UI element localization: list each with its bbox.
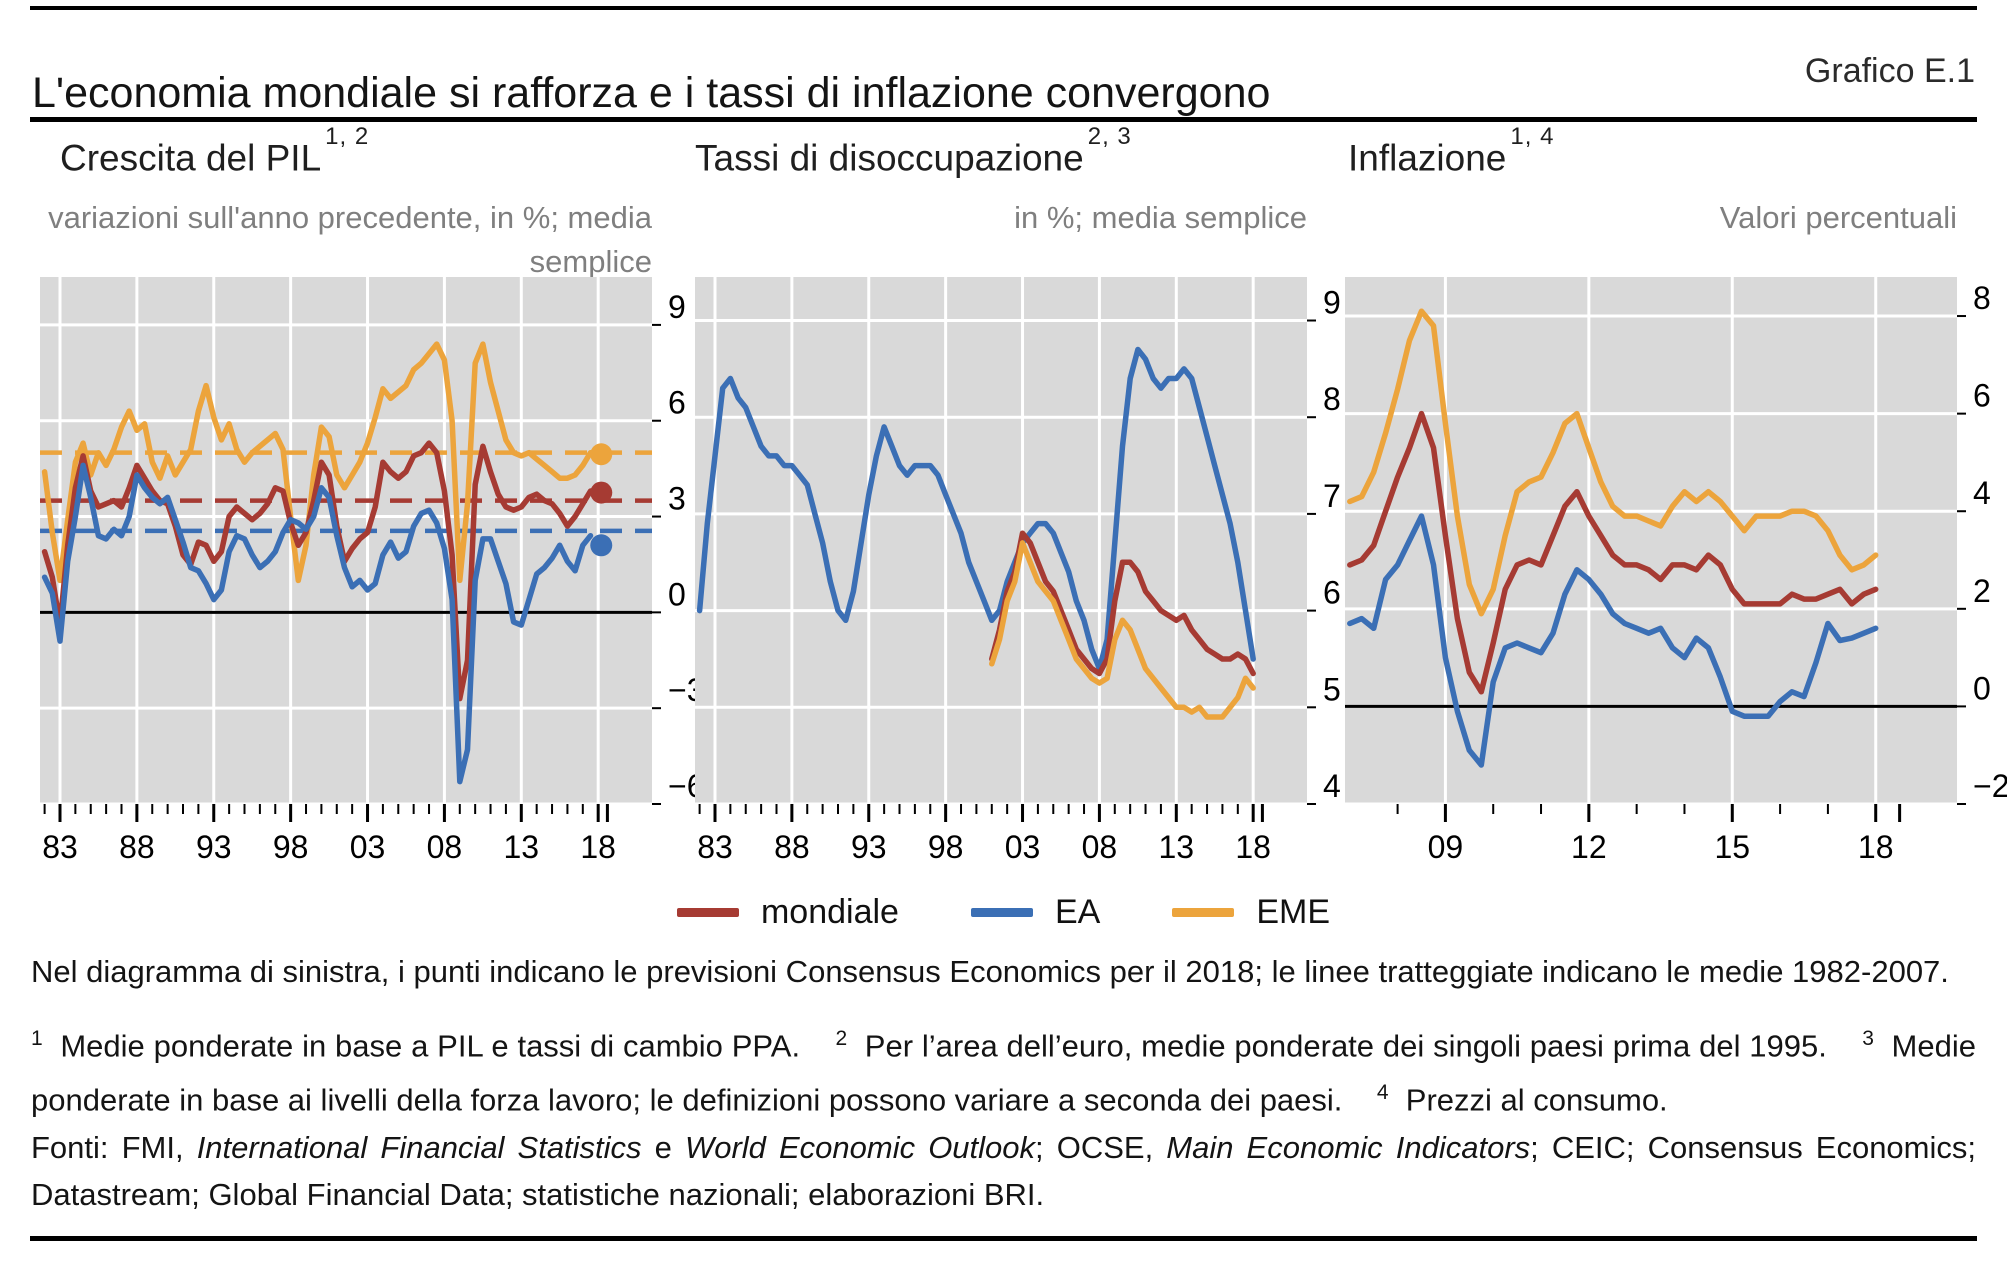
legend-label-eme: EME bbox=[1256, 893, 1331, 931]
svg-text:6: 6 bbox=[1973, 378, 1991, 414]
svg-text:−2: −2 bbox=[1973, 768, 2007, 804]
bottom-rule bbox=[30, 1236, 1977, 1241]
line-swatch-icon bbox=[676, 908, 739, 917]
svg-text:93: 93 bbox=[196, 829, 232, 865]
chart-legend: mondiale EA EME bbox=[0, 893, 2007, 932]
inflation-chart: 09 12 15 18 8 6 4 2 0 −2 bbox=[1345, 277, 2007, 865]
svg-text:93: 93 bbox=[851, 829, 887, 865]
svg-text:5: 5 bbox=[1323, 671, 1341, 707]
panel-subtitle-gdp: variazioni sull'anno precedente, in %; m… bbox=[48, 200, 652, 279]
svg-text:13: 13 bbox=[503, 829, 539, 865]
panel-title-inflation-text: Inflazione bbox=[1348, 137, 1507, 179]
line-swatch-icon bbox=[970, 908, 1033, 917]
legend-item-mondiale: mondiale bbox=[676, 893, 899, 932]
svg-text:12: 12 bbox=[1571, 829, 1607, 865]
panel-title-gdp-sup: 1, 2 bbox=[325, 123, 370, 150]
panel-title-inflation: Inflazione1, 4 bbox=[1348, 123, 1554, 179]
svg-text:18: 18 bbox=[1235, 829, 1271, 865]
panel-subtitle-inflation: Valori percentuali bbox=[1719, 200, 1957, 235]
svg-text:03: 03 bbox=[350, 829, 386, 865]
svg-text:83: 83 bbox=[42, 829, 78, 865]
svg-text:0: 0 bbox=[1973, 670, 1991, 706]
panel-title-inflation-sup: 1, 4 bbox=[1510, 123, 1555, 150]
svg-text:08: 08 bbox=[1082, 829, 1118, 865]
svg-text:9: 9 bbox=[1323, 285, 1341, 321]
svg-text:03: 03 bbox=[1005, 829, 1041, 865]
legend-item-eme: EME bbox=[1172, 893, 1330, 932]
figure-label: Grafico E.1 bbox=[1804, 52, 1975, 90]
svg-text:88: 88 bbox=[119, 829, 155, 865]
svg-text:2: 2 bbox=[1973, 573, 1991, 609]
svg-text:88: 88 bbox=[774, 829, 810, 865]
footnote-sources: Fonti: FMI, International Financial Stat… bbox=[31, 1130, 1977, 1212]
svg-text:4: 4 bbox=[1973, 475, 1991, 511]
svg-text:15: 15 bbox=[1714, 829, 1750, 865]
svg-text:09: 09 bbox=[1428, 829, 1464, 865]
svg-text:18: 18 bbox=[1858, 829, 1894, 865]
panel-title-gdp: Crescita del PIL1, 2 bbox=[60, 123, 369, 179]
svg-text:13: 13 bbox=[1158, 829, 1194, 865]
legend-label-ea: EA bbox=[1054, 893, 1101, 931]
svg-text:3: 3 bbox=[668, 481, 686, 517]
svg-text:98: 98 bbox=[273, 829, 309, 865]
svg-text:6: 6 bbox=[668, 385, 686, 421]
panel-title-unemployment: Tassi di disoccupazione2, 3 bbox=[695, 123, 1132, 179]
footnote-numbered: 1 Medie ponderate in base a PIL e tassi … bbox=[31, 1027, 1976, 1118]
footnote-general: Nel diagramma di sinistra, i punti indic… bbox=[31, 954, 1949, 989]
svg-text:8: 8 bbox=[1973, 280, 1991, 316]
svg-text:4: 4 bbox=[1323, 768, 1341, 804]
svg-text:9: 9 bbox=[668, 289, 686, 325]
page-title: L'economia mondiale si rafforza e i tass… bbox=[32, 68, 1271, 117]
top-rule bbox=[30, 6, 1977, 10]
svg-text:6: 6 bbox=[1323, 575, 1341, 611]
legend-item-ea: EA bbox=[970, 893, 1101, 932]
panel-title-gdp-text: Crescita del PIL bbox=[60, 137, 322, 179]
svg-text:83: 83 bbox=[697, 829, 733, 865]
svg-text:98: 98 bbox=[928, 829, 964, 865]
panel-title-unemployment-text: Tassi di disoccupazione bbox=[695, 137, 1084, 179]
legend-label-mondiale: mondiale bbox=[760, 893, 899, 931]
panel-subtitle-unemployment: in %; media semplice bbox=[1014, 200, 1307, 235]
line-swatch-icon bbox=[1172, 908, 1235, 917]
svg-text:08: 08 bbox=[427, 829, 463, 865]
svg-text:0: 0 bbox=[668, 576, 686, 612]
svg-text:18: 18 bbox=[580, 829, 616, 865]
svg-text:7: 7 bbox=[1323, 478, 1341, 514]
svg-text:8: 8 bbox=[1323, 381, 1341, 417]
panel-title-unemployment-sup: 2, 3 bbox=[1087, 123, 1132, 150]
title-rule bbox=[30, 117, 1977, 122]
